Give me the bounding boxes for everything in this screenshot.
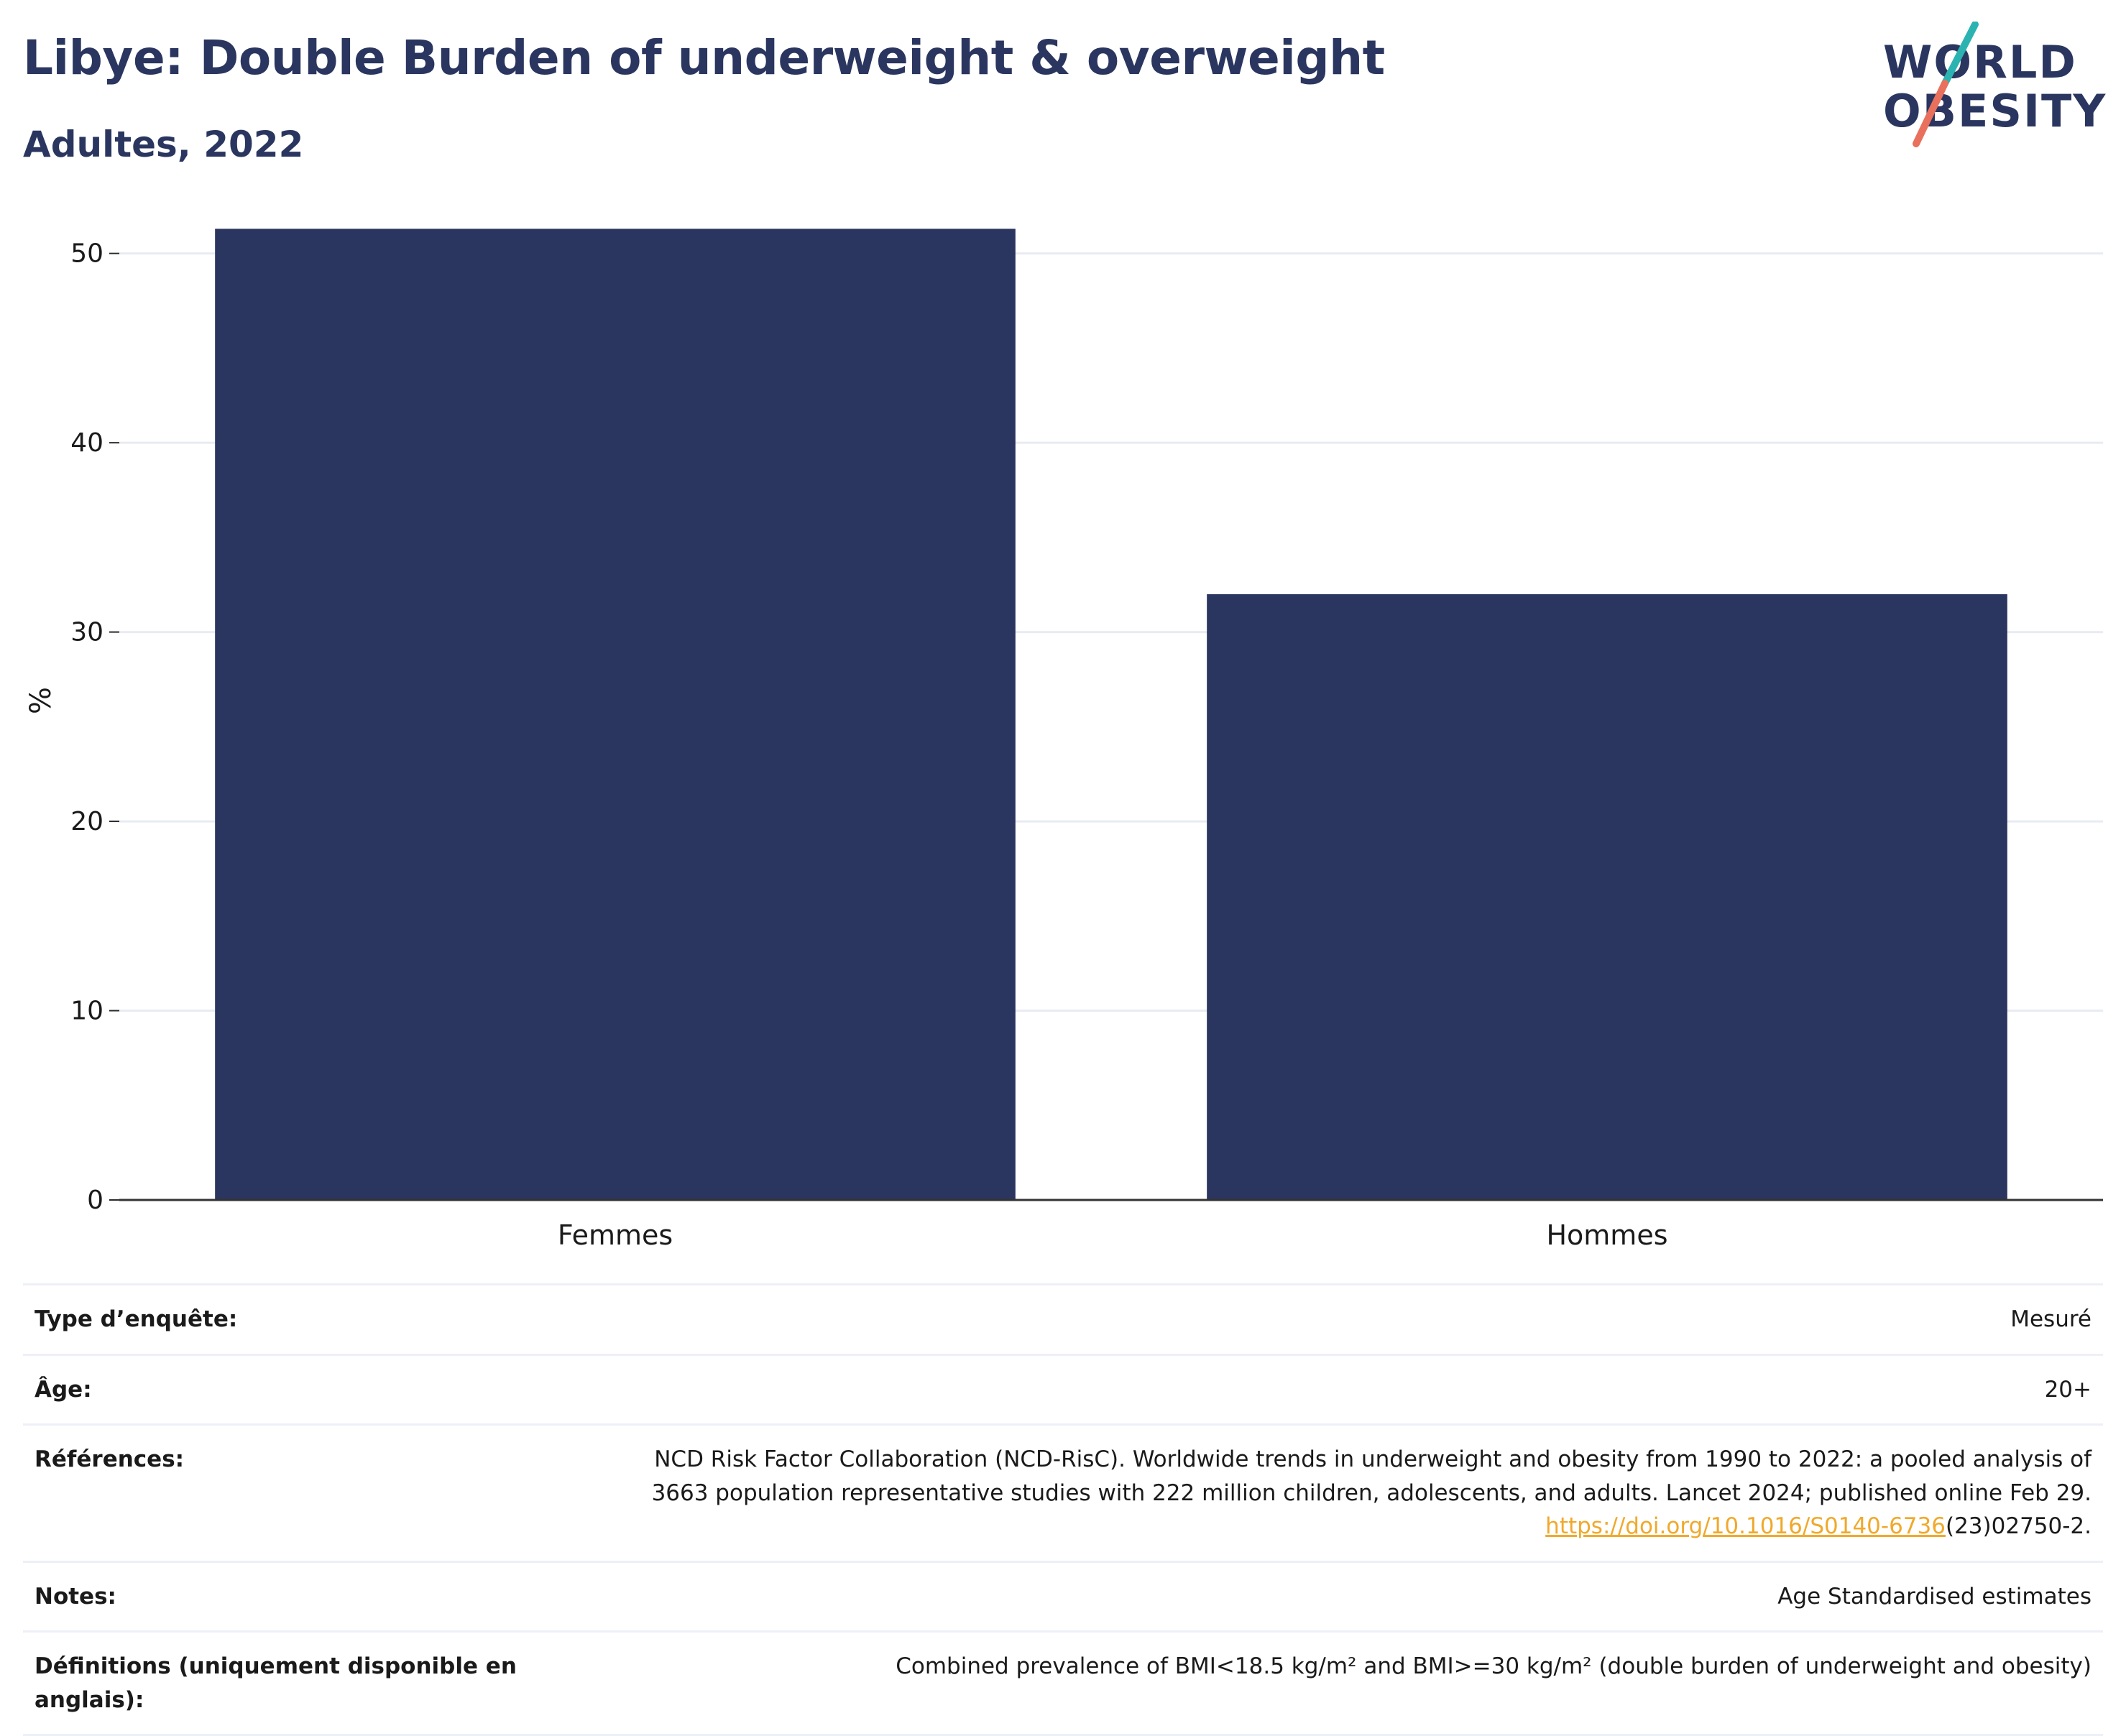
age-label: Âge: [23, 1353, 563, 1425]
info-table: Type d’enquête: Mesuré Âge: 20+ Référenc… [23, 1283, 2103, 1736]
info-row-references: Références: NCD Risk Factor Collaboratio… [23, 1423, 2103, 1561]
info-row-survey-type: Type d’enquête: Mesuré [23, 1283, 2103, 1354]
bars [215, 228, 2007, 1200]
y-tick-label: 20 [70, 807, 103, 836]
survey-type-value: Mesuré [563, 1283, 2103, 1354]
doi-link[interactable]: https://doi.org/10.1016/S0140-6736 [1545, 1513, 1946, 1539]
x-tick-label: Hommes [1546, 1219, 1667, 1251]
y-tick-label: 10 [70, 997, 103, 1026]
chart-title: Libye: Double Burden of underweight & ov… [23, 30, 1385, 86]
notes-value: Age Standardised estimates [563, 1560, 2103, 1632]
references-line-2: 3663 population representative studies w… [651, 1479, 2092, 1506]
axes: 0 10 20 30 40 50 Femmes Hommes% [24, 239, 2103, 1251]
y-tick-label: 0 [87, 1186, 103, 1215]
x-tick-label: Femmes [558, 1219, 673, 1251]
references-value: NCD Risk Factor Collaboration (NCD-RisC)… [563, 1423, 2103, 1561]
y-tick-label: 40 [70, 428, 103, 458]
bar-femmes [215, 228, 1016, 1200]
references-line-1: NCD Risk Factor Collaboration (NCD-RisC)… [654, 1446, 2092, 1472]
logo-text-world: WORLD [1883, 36, 2077, 88]
y-axis-title: % [24, 687, 57, 714]
definitions-label: Définitions (uniquement disponible en an… [23, 1630, 563, 1736]
info-row-notes: Notes: Age Standardised estimates [23, 1560, 2103, 1632]
logo-slash-icon [1913, 22, 1979, 147]
doi-suffix: (23)02750-2. [1945, 1513, 2092, 1539]
info-row-age: Âge: 20+ [23, 1353, 2103, 1425]
y-tick-label: 30 [70, 618, 103, 647]
age-value: 20+ [563, 1353, 2103, 1425]
notes-label: Notes: [23, 1560, 563, 1632]
chart-subtitle: Adultes, 2022 [23, 124, 304, 165]
references-label: Références: [23, 1423, 563, 1561]
bar-hommes [1207, 594, 2007, 1200]
y-tick-label: 50 [70, 239, 103, 269]
bar-chart: 0 10 20 30 40 50 Femmes Hommes% [24, 228, 2103, 1251]
info-row-definitions: Définitions (uniquement disponible en an… [23, 1630, 2103, 1736]
definitions-value: Combined prevalence of BMI<18.5 kg/m² an… [563, 1630, 2103, 1736]
world-obesity-logo: WORLD OBESITY [1876, 22, 2113, 151]
survey-type-label: Type d’enquête: [23, 1283, 563, 1354]
